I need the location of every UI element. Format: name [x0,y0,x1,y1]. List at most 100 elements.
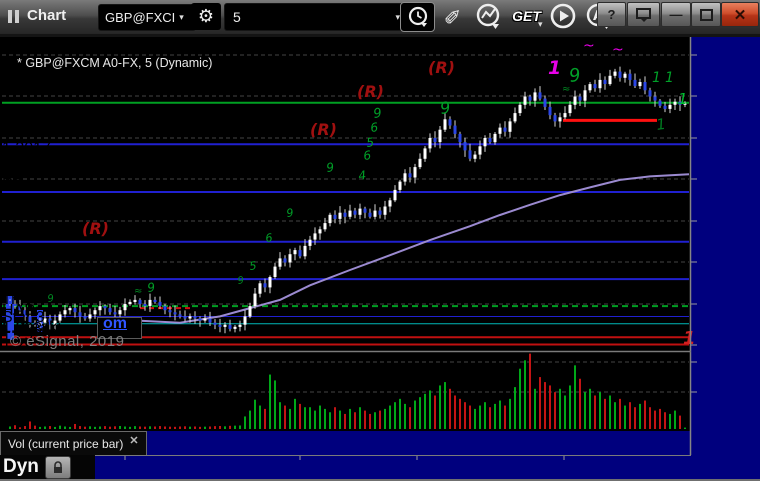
volume-bar [314,410,316,429]
symbol-combobox[interactable]: GBP@FXCI ▾ [98,4,196,31]
chart-annotation: 1 [655,115,667,134]
volume-bar [209,426,211,429]
dock-icon [635,7,651,22]
volume-bar [599,392,601,429]
volume-bar [189,426,191,429]
candle-body [623,73,627,78]
chart-icon [8,10,22,23]
chart-annotation: 1 [652,70,661,86]
candle-body [563,113,567,118]
volume-bar [649,407,651,429]
candle-body [488,138,492,143]
candle-body [173,312,177,315]
replay-button[interactable] [546,2,580,30]
window-title: Chart [27,7,67,24]
candle-body [628,73,632,80]
candle-body [28,316,32,323]
volume-bar [119,425,121,429]
line-study-button[interactable] [472,2,506,30]
candle-body [673,101,677,105]
maximize-icon [699,8,713,21]
tab-close-icon[interactable]: ✕ [129,435,139,447]
volume-bar [99,426,101,429]
candle-body [638,82,642,87]
candle-body [648,90,652,97]
volume-bar [269,374,271,429]
candle-body [423,148,427,159]
title-bar[interactable]: Chart GBP@FXCI ▾ ⚙ 5 ▾ ✎ [0,0,760,37]
candle-body [338,212,342,219]
candle-body [168,310,172,313]
chart-annotation: (R) [357,82,384,101]
volume-bar [509,398,511,429]
volume-bar [304,407,306,429]
candle-body [538,92,542,99]
maximize-button[interactable] [691,2,721,27]
help-button[interactable]: ? [597,2,626,27]
symbol-settings-button[interactable]: ⚙ [191,3,221,30]
volume-bar [404,403,406,429]
candle-body [358,208,362,215]
chart-annotation: 6 [362,148,372,163]
candle-body [613,71,617,76]
volume-bar [489,407,491,429]
volume-bar [159,426,161,429]
candle-body [403,173,407,182]
price-axis[interactable] [691,37,760,479]
candle-body [668,104,672,109]
time-axis[interactable] [95,455,691,479]
price-pane[interactable] [0,37,691,352]
volume-bar [184,426,186,429]
volume-bar [504,405,506,429]
time-templates-button[interactable] [400,2,435,32]
close-button[interactable]: ✕ [721,2,759,27]
dock-button[interactable] [627,2,660,27]
advanced-get-button[interactable]: GET ▾ [508,2,545,30]
interval-combobox[interactable]: 5 ▾ [224,3,406,31]
candle-body [213,322,217,325]
candle-body [113,312,117,315]
volume-bar [144,426,146,429]
volume-bar [469,405,471,429]
candle-body [78,312,82,317]
candle-body [513,113,517,122]
candle-body [608,75,612,85]
candle-body [348,210,352,217]
volume-study-tab[interactable]: Vol (current price bar) ✕ [0,431,147,455]
candle-body [593,84,597,89]
help-icon: ? [607,7,616,22]
minimize-button[interactable]: — [661,2,691,27]
volume-bar [174,426,176,429]
candle-body [503,127,507,132]
volume-bar [94,426,96,429]
candle-body [658,100,662,106]
candle-body [43,318,47,323]
volume-bar [64,426,66,429]
volume-bar [324,408,326,429]
candle-body [133,299,137,302]
chart-annotation: 9 [439,98,452,118]
candle-body [418,158,422,168]
candle-body [48,318,52,325]
candle-body [588,84,592,91]
volume-bar [364,410,366,429]
volume-bar [264,408,266,429]
volume-bar [459,398,461,429]
lock-button[interactable] [44,455,71,479]
candle-body [8,300,12,304]
volume-bar [279,402,281,429]
candle-body [448,119,452,126]
chart-annotation: 9 [47,293,55,305]
candle-body [553,115,557,122]
volume-bar [274,380,276,429]
volume-bar [34,425,36,429]
volume-bar [299,403,301,429]
volume-bar [219,425,221,429]
volume-bar [584,392,586,429]
candle-body [518,104,522,114]
candle-body [443,119,447,130]
volume-bar [24,426,26,429]
candle-body [68,308,72,311]
